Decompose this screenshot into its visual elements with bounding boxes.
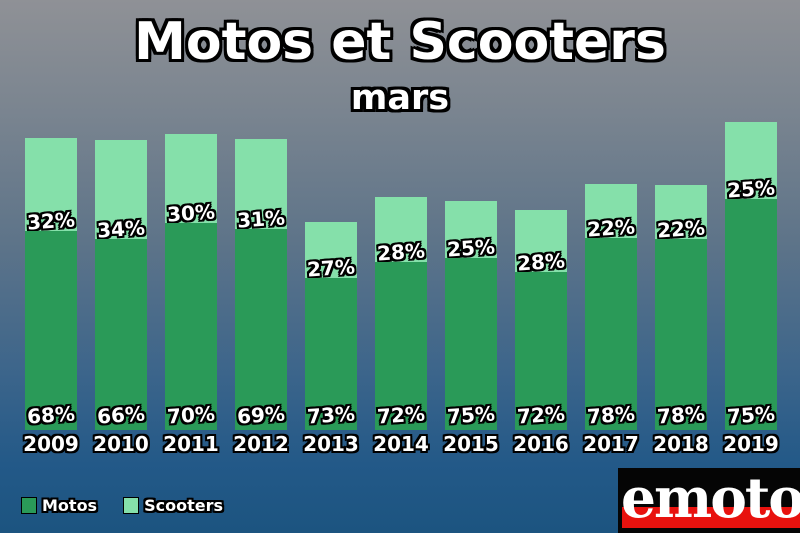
bar-2015: 25% 75% 2015 bbox=[443, 201, 499, 456]
scooters-segment: 22% bbox=[655, 185, 707, 243]
motos-segment: 70% bbox=[165, 223, 217, 430]
motos-segment: 72% bbox=[375, 262, 427, 430]
motos-segment: 75% bbox=[445, 258, 497, 430]
legend: Motos Scooters bbox=[21, 496, 223, 515]
bar-2019: 25% 75% 2019 bbox=[723, 122, 779, 456]
logo-red-stripe bbox=[622, 507, 800, 528]
motos-value-label: 75% bbox=[446, 401, 496, 429]
motos-value-label: 75% bbox=[726, 401, 776, 429]
motos-segment: 73% bbox=[305, 278, 357, 430]
motos-value-label: 66% bbox=[96, 401, 146, 429]
motos-value-label: 78% bbox=[656, 401, 706, 429]
bar-2011: 30% 70% 2011 bbox=[163, 134, 219, 456]
scooters-segment: 32% bbox=[25, 138, 77, 235]
legend-label-scooters: Scooters bbox=[144, 496, 223, 515]
motos-value-label: 78% bbox=[586, 401, 636, 429]
scooters-segment: 27% bbox=[305, 222, 357, 282]
legend-item-scooters: Scooters bbox=[123, 496, 223, 515]
x-axis-label: 2019 bbox=[723, 432, 779, 456]
motos-segment: 78% bbox=[585, 238, 637, 430]
bar-2016: 28% 72% 2016 bbox=[513, 210, 569, 456]
x-axis-label: 2013 bbox=[303, 432, 359, 456]
bar-2009: 32% 68% 2009 bbox=[23, 138, 79, 456]
scooters-segment: 25% bbox=[445, 201, 497, 262]
scooters-swatch-icon bbox=[123, 497, 140, 514]
motos-segment: 75% bbox=[725, 199, 777, 430]
bar-2018: 22% 78% 2018 bbox=[653, 185, 709, 456]
bar-2012: 31% 69% 2012 bbox=[233, 139, 289, 456]
x-axis-label: 2010 bbox=[93, 432, 149, 456]
legend-label-motos: Motos bbox=[42, 496, 98, 515]
motos-value-label: 68% bbox=[26, 401, 76, 429]
scooters-segment: 34% bbox=[95, 140, 147, 243]
scooters-segment: 22% bbox=[585, 184, 637, 242]
x-axis-label: 2009 bbox=[23, 432, 79, 456]
scooters-segment: 31% bbox=[235, 139, 287, 233]
legend-item-motos: Motos bbox=[21, 496, 97, 515]
x-axis-label: 2015 bbox=[443, 432, 499, 456]
x-axis-label: 2018 bbox=[653, 432, 709, 456]
bar-2017: 22% 78% 2017 bbox=[583, 184, 639, 456]
chart-title: Motos et Scooters bbox=[134, 12, 666, 72]
x-axis-label: 2012 bbox=[233, 432, 289, 456]
chart-subtitle: mars bbox=[350, 78, 450, 118]
scooters-segment: 28% bbox=[375, 197, 427, 266]
bar-2014: 28% 72% 2014 bbox=[373, 197, 429, 456]
motos-value-label: 72% bbox=[376, 401, 426, 429]
motos-segment: 72% bbox=[515, 272, 567, 430]
scooters-segment: 28% bbox=[515, 210, 567, 276]
bar-2010: 34% 66% 2010 bbox=[93, 140, 149, 456]
motos-swatch-icon bbox=[21, 497, 37, 514]
logo-wordmark: emoto bbox=[621, 465, 800, 530]
motos-value-label: 70% bbox=[166, 401, 216, 429]
motos-segment: 66% bbox=[95, 239, 147, 430]
x-axis-label: 2011 bbox=[163, 432, 219, 456]
x-axis-label: 2016 bbox=[513, 432, 569, 456]
motos-value-label: 73% bbox=[306, 401, 356, 429]
emoto-logo: emoto bbox=[618, 468, 800, 533]
scooters-segment: 30% bbox=[165, 134, 217, 227]
motos-value-label: 72% bbox=[516, 401, 566, 429]
motos-segment: 69% bbox=[235, 229, 287, 430]
motos-value-label: 69% bbox=[236, 401, 286, 429]
x-axis-label: 2017 bbox=[583, 432, 639, 456]
motos-segment: 78% bbox=[655, 239, 707, 430]
scooters-segment: 25% bbox=[725, 122, 777, 203]
bar-2013: 27% 73% 2013 bbox=[303, 222, 359, 456]
x-axis-label: 2014 bbox=[373, 432, 429, 456]
motos-segment: 68% bbox=[25, 231, 77, 430]
